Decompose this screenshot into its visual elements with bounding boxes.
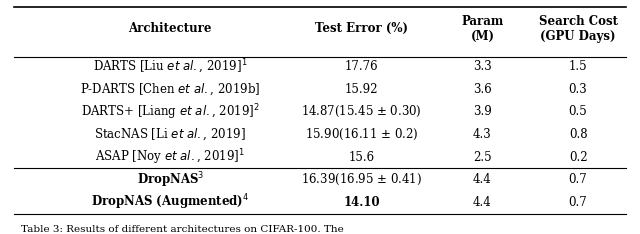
Text: DropNAS$^3$: DropNAS$^3$ — [136, 170, 204, 190]
Text: Search Cost
(GPU Days): Search Cost (GPU Days) — [539, 15, 618, 43]
Text: DARTS [Liu $\it{et\ al.}$, 2019]$^1$: DARTS [Liu $\it{et\ al.}$, 2019]$^1$ — [93, 58, 248, 76]
Text: 2.5: 2.5 — [473, 151, 492, 164]
Text: DARTS+ [Liang $\it{et\ al.}$, 2019]$^2$: DARTS+ [Liang $\it{et\ al.}$, 2019]$^2$ — [81, 102, 260, 122]
Text: 1.5: 1.5 — [569, 60, 588, 73]
Text: 3.3: 3.3 — [473, 60, 492, 73]
Text: 14.10: 14.10 — [343, 196, 380, 209]
Text: 4.4: 4.4 — [473, 173, 492, 186]
Text: 15.90(16.11 $\pm$ 0.2): 15.90(16.11 $\pm$ 0.2) — [305, 127, 418, 142]
Text: 16.39(16.95 $\pm$ 0.41): 16.39(16.95 $\pm$ 0.41) — [301, 172, 422, 187]
Text: 0.2: 0.2 — [569, 151, 588, 164]
Text: P-DARTS [Chen $\it{et\ al.}$, 2019b]: P-DARTS [Chen $\it{et\ al.}$, 2019b] — [80, 81, 260, 97]
Text: ASAP [Noy $\it{et\ al.}$, 2019]$^1$: ASAP [Noy $\it{et\ al.}$, 2019]$^1$ — [95, 147, 245, 167]
Text: 0.8: 0.8 — [569, 128, 588, 141]
Text: Table 3: Results of different architectures on CIFAR-100. The: Table 3: Results of different architectu… — [20, 225, 343, 234]
Text: Architecture: Architecture — [129, 22, 212, 35]
Text: Param
(M): Param (M) — [461, 15, 504, 43]
Text: 4.3: 4.3 — [473, 128, 492, 141]
Text: 3.6: 3.6 — [473, 83, 492, 96]
Text: 0.7: 0.7 — [569, 173, 588, 186]
Text: DropNAS (Augmented)$^4$: DropNAS (Augmented)$^4$ — [91, 193, 250, 212]
Text: 15.92: 15.92 — [345, 83, 378, 96]
Text: 14.87(15.45 $\pm$ 0.30): 14.87(15.45 $\pm$ 0.30) — [301, 104, 422, 119]
Text: 3.9: 3.9 — [473, 105, 492, 118]
Text: 17.76: 17.76 — [344, 60, 378, 73]
Text: Test Error (%): Test Error (%) — [315, 22, 408, 35]
Text: 0.7: 0.7 — [569, 196, 588, 209]
Text: 15.6: 15.6 — [348, 151, 374, 164]
Text: 4.4: 4.4 — [473, 196, 492, 209]
Text: 0.5: 0.5 — [569, 105, 588, 118]
Text: 0.3: 0.3 — [569, 83, 588, 96]
Text: StacNAS [Li $\it{et\ al.}$, 2019]: StacNAS [Li $\it{et\ al.}$, 2019] — [94, 127, 246, 142]
